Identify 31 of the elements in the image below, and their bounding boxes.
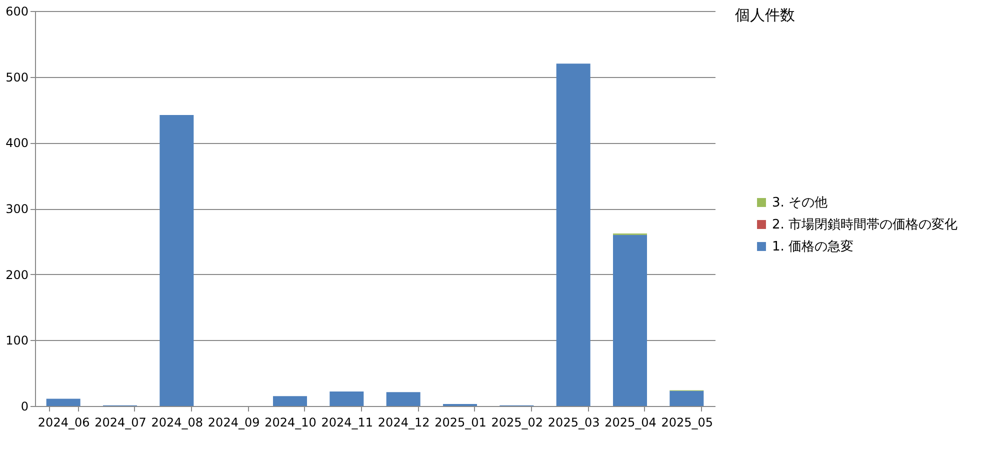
x-tick-label: 2024_11 [321,416,374,430]
legend-label: 1. 価格の急変 [772,238,854,254]
y-tick-label: 600 [6,4,28,18]
y-tick-label: 0 [20,400,28,414]
x-tick-label: 2024_07 [94,416,146,430]
y-tick-label: 100 [6,334,28,348]
y-tick-label: 200 [6,268,28,282]
x-tick-label: 2024_12 [378,416,430,430]
x-tick-label: 2025_02 [491,416,544,430]
x-tick-label: 2025_05 [661,416,714,430]
x-tick-label: 2024_06 [38,416,90,430]
legend-label: 3. その他 [772,196,828,210]
bar [386,392,420,406]
bar [46,398,80,406]
bar [613,234,647,406]
x-tick-label: 2025_04 [604,416,656,430]
y-tick-label: 300 [6,202,28,216]
legend-label: 2. 市場閉鎖時間帯の価格の変化 [772,216,958,232]
x-tick-label: 2024_10 [264,416,316,430]
bar [330,392,364,406]
y-tick-label: 500 [6,70,28,84]
bar [273,396,307,406]
y-tick-label: 400 [6,136,28,150]
x-tick-label: 2025_03 [548,416,600,430]
x-tick-label: 2024_08 [151,416,204,430]
bar [556,64,590,406]
bar [160,115,194,406]
x-tick-label: 2025_01 [434,416,486,430]
x-tick-label: 2024_09 [208,416,260,430]
bar [670,390,704,406]
text: 個人件数 [735,6,795,24]
